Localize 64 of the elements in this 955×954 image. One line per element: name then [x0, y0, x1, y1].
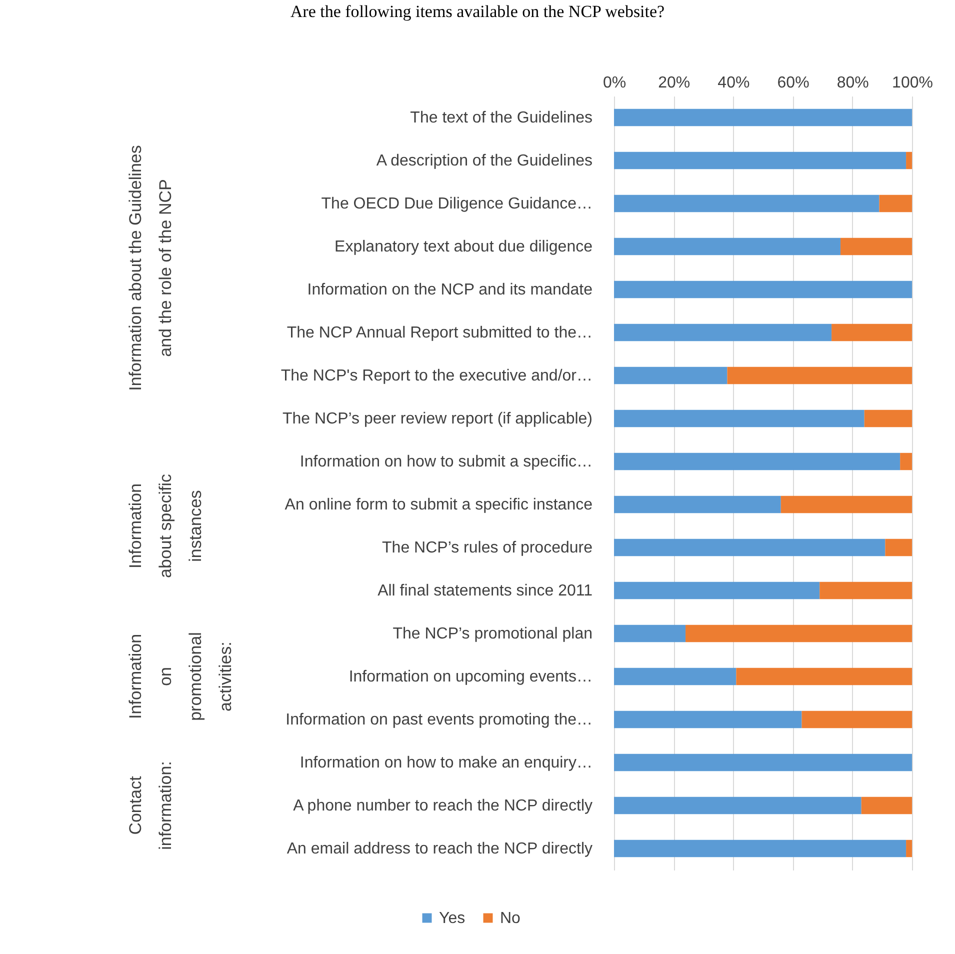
x-tick-label: 60%: [777, 74, 810, 92]
x-tick-label: 20%: [658, 74, 690, 92]
y-tick-label: Information on past events promoting the…: [286, 712, 592, 728]
bar: [614, 152, 906, 170]
y-tick-label: A description of the Guidelines: [376, 152, 592, 170]
text: Contact information:: [126, 761, 175, 850]
x-tick-label: 80%: [836, 74, 869, 92]
bar: [840, 238, 912, 256]
text: Information about specific instances: [126, 474, 205, 578]
bar: [614, 324, 832, 342]
y-tick-label: The NCP’s peer review report (if applicable): [282, 410, 592, 428]
bar: [832, 324, 912, 342]
text: Are the following items available on the NCP website?: [289, 2, 666, 22]
x-tick-label: 40%: [718, 74, 750, 92]
bar: [614, 582, 820, 600]
y-tick-label: Information on how to submit a specific…: [300, 454, 592, 470]
bar: [885, 538, 912, 556]
bar: [614, 840, 906, 858]
y-tick-label: Information on how to make an enquiry…: [300, 754, 592, 772]
y-tick-label: An email address to reach the NCP directly: [286, 840, 592, 858]
bar: [802, 710, 912, 728]
y-tick-label: The NCP’s rules of procedure: [382, 540, 593, 556]
bar: [614, 410, 864, 428]
bar: [879, 194, 912, 212]
text: Information about the Guidelines and the role of the NCP: [126, 145, 175, 391]
legend-label: No: [500, 910, 521, 927]
y-tick-label: A phone number to reach the NCP directly: [293, 798, 592, 814]
bar: [614, 452, 900, 470]
x-tick-label: 0%: [602, 74, 626, 92]
bar: [906, 152, 912, 170]
bar: [614, 496, 781, 514]
bar: [614, 710, 802, 728]
bar: [614, 624, 686, 642]
bar: [614, 108, 912, 126]
legend-label: Yes: [439, 910, 466, 927]
bar: [614, 238, 840, 256]
bar: [780, 496, 912, 514]
y-tick-label: Information on the NCP and its mandate: [307, 282, 593, 298]
y-tick-label: All final statements since 2011: [378, 582, 593, 600]
y-tick-label: An online form to submit a specific instance: [284, 496, 593, 514]
bar: [736, 668, 912, 686]
y-tick-label: Explanatory text about due diligence: [334, 238, 593, 256]
y-tick-label: The NCP’s promotional plan: [392, 626, 592, 642]
bar: [727, 366, 912, 384]
bar: [820, 582, 912, 600]
x-tick-label: 100%: [892, 74, 933, 92]
y-tick-label: Information on upcoming events…: [348, 668, 592, 686]
bar: [614, 754, 912, 772]
text: Information on promotional activities:: [126, 632, 235, 721]
bar: [906, 840, 912, 858]
bar: [614, 366, 728, 384]
bar: [686, 624, 912, 642]
bar: [614, 194, 880, 212]
bar: [614, 796, 862, 814]
bar: [861, 796, 912, 814]
bar: [614, 538, 886, 556]
y-tick-label: The NCP Annual Report submitted to the…: [286, 324, 592, 342]
bar: [900, 452, 912, 470]
bar: [614, 668, 736, 686]
y-tick-label: The text of the Guidelines: [410, 110, 592, 126]
bar: [864, 410, 912, 428]
bar: [614, 280, 912, 298]
y-tick-label: The OECD Due Diligence Guidance…: [321, 196, 592, 212]
y-tick-label: The NCP's Report to the executive and/or…: [280, 368, 592, 384]
